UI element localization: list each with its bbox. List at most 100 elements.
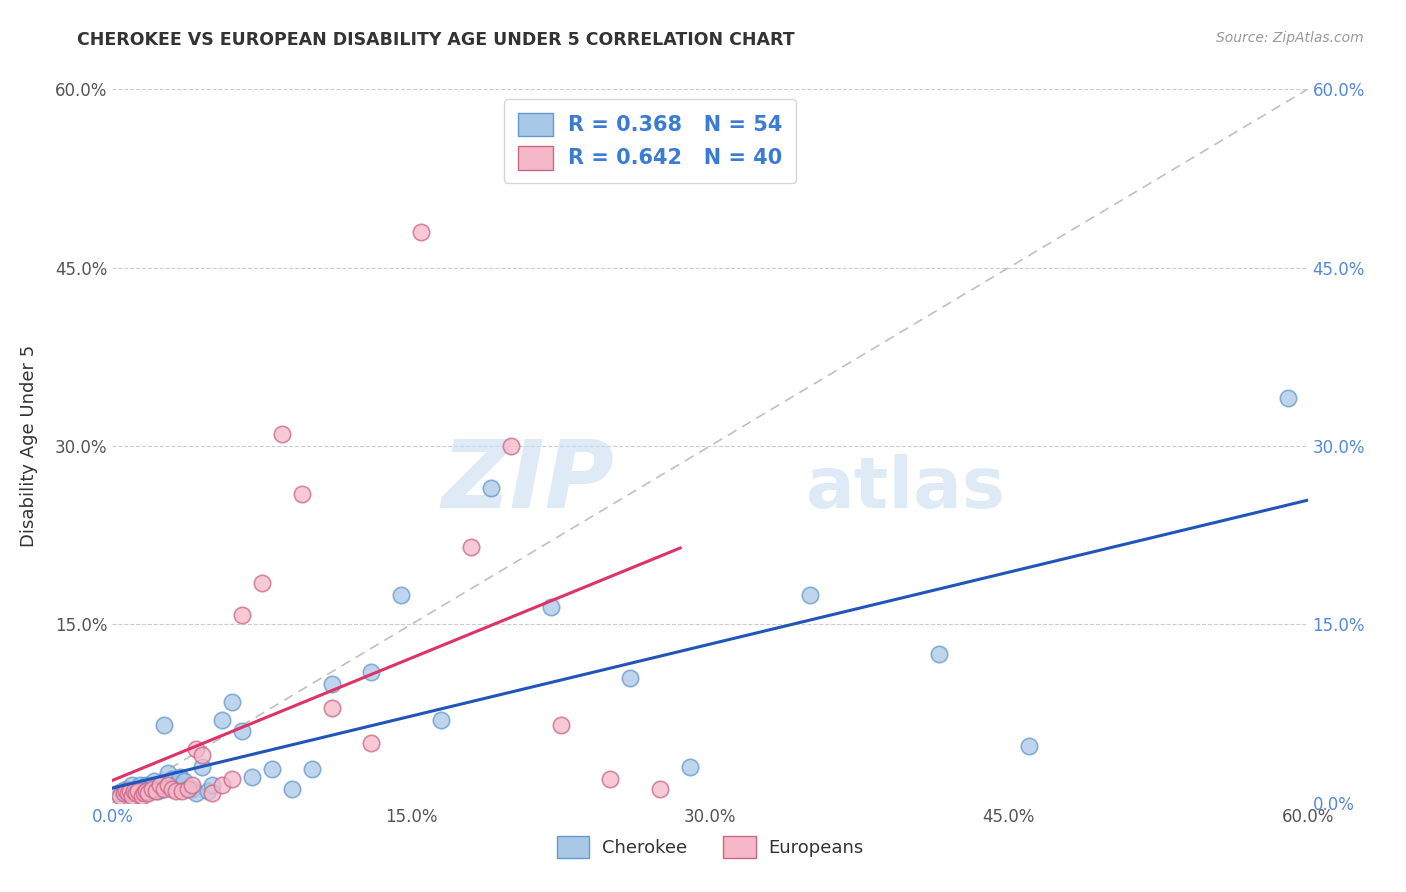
Point [121,778,143,792]
Text: Source: ZipAtlas.com: Source: ZipAtlas.com [1216,31,1364,45]
Point [148,784,170,798]
Point [110,789,132,803]
Point [211,713,233,727]
Point [191,760,214,774]
Point [181,781,204,796]
Point [460,540,482,554]
Point [145,784,167,798]
Point [173,774,195,789]
Point [138,786,160,800]
Legend: Cherokee, Europeans: Cherokee, Europeans [550,829,870,865]
Point [157,778,180,792]
Point [270,427,292,442]
Point [165,784,187,798]
Point [479,481,502,495]
Point [650,781,672,796]
Point [138,781,160,796]
Point [231,724,253,739]
Point [145,781,167,796]
Point [121,789,143,803]
Point [411,225,433,239]
Point [120,784,142,798]
Point [499,439,522,453]
Point [143,774,166,789]
Point [291,486,314,500]
Point [117,786,139,800]
Point [181,778,204,792]
Point [125,781,148,796]
Point [799,588,821,602]
Point [124,784,146,798]
Point [540,599,562,614]
Point [131,789,153,803]
Point [149,778,172,792]
Point [141,781,163,796]
Point [107,786,129,800]
Point [389,588,412,602]
Point [321,700,343,714]
Point [134,786,156,800]
Text: ZIP: ZIP [441,435,614,528]
Point [231,607,253,622]
Point [260,763,283,777]
Point [127,786,149,800]
Point [149,778,172,792]
Point [169,770,191,784]
Point [114,786,135,800]
Y-axis label: Disability Age Under 5: Disability Age Under 5 [21,345,38,547]
Point [201,786,224,800]
Point [679,760,702,774]
Point [162,781,183,796]
Point [162,772,183,786]
Point [321,677,343,691]
Point [115,781,138,796]
Point [177,781,200,796]
Point [111,784,134,798]
Point [221,772,243,786]
Point [186,742,208,756]
Point [430,713,453,727]
Point [131,781,153,796]
Point [221,695,243,709]
Point [135,778,157,792]
Point [281,781,304,796]
Point [157,766,180,780]
Point [619,671,641,685]
Point [201,778,224,792]
Point [153,718,176,732]
Point [172,784,194,798]
Point [186,786,208,800]
Point [121,781,143,796]
Point [153,781,176,796]
Point [191,748,214,763]
Text: CHEROKEE VS EUROPEAN DISABILITY AGE UNDER 5 CORRELATION CHART: CHEROKEE VS EUROPEAN DISABILITY AGE UNDE… [77,31,794,49]
Point [150,781,173,796]
Point [301,763,323,777]
Point [139,784,162,798]
Point [127,784,149,798]
Point [250,575,273,590]
Point [165,778,187,792]
Point [197,784,219,798]
Point [114,786,135,800]
Point [125,786,148,800]
Point [240,770,263,784]
Point [117,784,139,798]
Point [211,778,233,792]
Point [550,718,572,732]
Point [599,772,621,786]
Point [141,778,163,792]
Point [115,784,138,798]
Point [1018,739,1040,753]
Point [177,781,200,796]
Point [928,647,950,661]
Point [120,786,142,800]
Point [129,778,152,792]
Point [360,665,382,679]
Point [360,736,382,750]
Point [124,784,146,798]
Point [135,784,157,798]
Point [1277,392,1299,406]
Text: atlas: atlas [806,454,1005,524]
Point [134,784,156,798]
